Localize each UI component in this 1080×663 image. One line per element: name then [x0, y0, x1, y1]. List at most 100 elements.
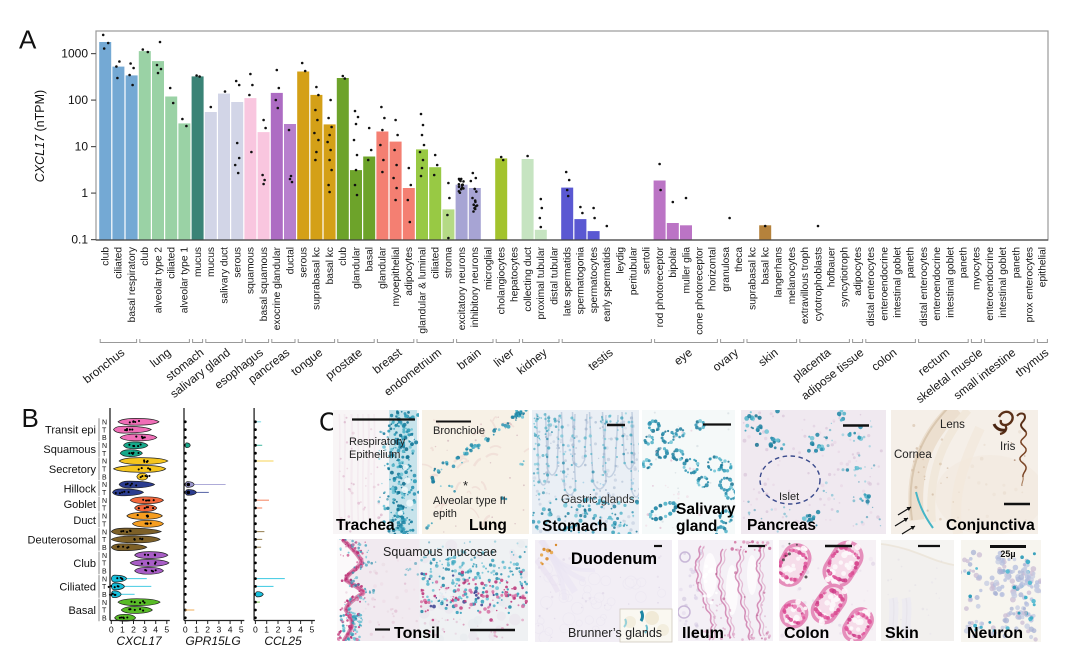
svg-text:basal squamous: basal squamous: [259, 247, 270, 321]
svg-text:Goblet: Goblet: [64, 499, 96, 511]
svg-text:Ileum: Ileum: [682, 625, 724, 642]
svg-text:ductal: ductal: [285, 247, 296, 274]
svg-text:serous: serous: [233, 247, 244, 278]
svg-text:basal kc: basal kc: [325, 247, 336, 284]
svg-text:4: 4: [298, 625, 303, 635]
svg-text:myocytes: myocytes: [972, 247, 983, 290]
svg-text:ciliated: ciliated: [167, 247, 178, 279]
svg-text:bipolar: bipolar: [668, 246, 679, 277]
svg-text:4: 4: [228, 625, 233, 635]
svg-text:adipocytes: adipocytes: [853, 247, 864, 296]
svg-text:1: 1: [120, 625, 125, 635]
svg-text:Tonsil: Tonsil: [394, 625, 440, 642]
svg-text:B: B: [102, 592, 107, 599]
svg-text:N: N: [102, 420, 107, 427]
svg-text:hepatocytes: hepatocytes: [510, 247, 521, 302]
svg-text:Ciliated: Ciliated: [59, 581, 96, 593]
svg-text:mucus: mucus: [193, 247, 204, 277]
svg-text:horizontal: horizontal: [708, 247, 719, 291]
svg-text:prox enterocytes: prox enterocytes: [1025, 247, 1036, 322]
svg-text:5: 5: [164, 625, 169, 635]
svg-text:1: 1: [194, 625, 199, 635]
svg-text:serous: serous: [299, 247, 310, 278]
svg-text:ciliated: ciliated: [431, 247, 442, 279]
svg-text:microglial: microglial: [483, 247, 494, 290]
svg-text:B: B: [22, 403, 39, 433]
svg-text:Iris: Iris: [1000, 441, 1016, 453]
svg-text:intestinal goblet: intestinal goblet: [945, 247, 956, 318]
svg-text:Hillock: Hillock: [64, 483, 97, 495]
svg-text:T: T: [102, 490, 107, 497]
svg-text:extravillous troph: extravillous troph: [800, 247, 811, 324]
svg-text:rod photoreceptor: rod photoreceptor: [655, 246, 666, 327]
svg-text:N: N: [102, 459, 107, 466]
svg-text:100: 100: [68, 93, 88, 107]
svg-text:Lens: Lens: [940, 419, 965, 431]
svg-text:Skin: Skin: [885, 625, 919, 642]
svg-text:Club: Club: [73, 558, 96, 570]
svg-text:Colon: Colon: [784, 625, 829, 642]
svg-text:Duodenum: Duodenum: [571, 550, 657, 568]
svg-text:T: T: [102, 467, 107, 474]
svg-text:syncytiotroph: syncytiotroph: [840, 247, 851, 307]
svg-text:distal enterocytes: distal enterocytes: [919, 247, 930, 326]
svg-text:club: club: [140, 247, 151, 266]
svg-text:late spermatids: late spermatids: [563, 247, 574, 316]
svg-text:1000: 1000: [61, 47, 88, 61]
svg-text:CCL25: CCL25: [264, 634, 302, 648]
svg-text:enteroendocrine: enteroendocrine: [879, 247, 890, 321]
svg-text:T: T: [102, 451, 107, 458]
svg-text:Islet: Islet: [779, 491, 799, 503]
svg-text:T: T: [102, 584, 107, 591]
svg-text:basal kc: basal kc: [761, 247, 772, 284]
svg-text:Bronchiole: Bronchiole: [433, 425, 485, 437]
svg-text:glandular: glandular: [378, 246, 389, 289]
svg-text:Deuterosomal: Deuterosomal: [28, 534, 96, 546]
svg-text:Epithelium: Epithelium: [349, 449, 400, 461]
svg-text:mucus: mucus: [206, 247, 217, 277]
svg-text:Gastric glands: Gastric glands: [561, 494, 635, 506]
svg-text:salivary duct: salivary duct: [219, 247, 230, 304]
svg-text:3: 3: [287, 625, 292, 635]
svg-text:adipocytes: adipocytes: [404, 247, 415, 296]
svg-text:muller glia: muller glia: [681, 247, 692, 294]
svg-text:ciliated: ciliated: [114, 247, 125, 279]
svg-text:excitatory neurons: excitatory neurons: [457, 247, 468, 330]
svg-text:langerhans: langerhans: [774, 247, 785, 297]
svg-text:Duct: Duct: [73, 515, 96, 527]
svg-text:granulosa: granulosa: [721, 247, 732, 292]
svg-text:Neuron: Neuron: [967, 625, 1023, 642]
svg-text:N: N: [102, 576, 107, 583]
svg-text:Pancreas: Pancreas: [747, 517, 816, 534]
svg-text:N: N: [102, 600, 107, 607]
svg-text:0: 0: [183, 625, 188, 635]
svg-text:basal: basal: [365, 247, 376, 271]
svg-text:Conjunctiva: Conjunctiva: [946, 517, 1035, 534]
svg-text:cholangiocytes: cholangiocytes: [497, 247, 508, 314]
svg-text:leydig: leydig: [615, 247, 626, 274]
svg-text:5: 5: [239, 625, 244, 635]
svg-text:5: 5: [310, 625, 315, 635]
svg-text:T: T: [102, 521, 107, 528]
svg-text:Transit epi: Transit epi: [45, 425, 96, 437]
svg-text:N: N: [102, 514, 107, 521]
svg-text:collecting duct: collecting duct: [523, 247, 534, 312]
svg-text:suprabasal kc: suprabasal kc: [312, 247, 323, 310]
svg-text:alveolar type 2: alveolar type 2: [153, 247, 164, 314]
svg-text:CXCL17: CXCL17: [116, 634, 163, 648]
svg-text:proximal tubular: proximal tubular: [536, 246, 547, 319]
svg-text:Stomach: Stomach: [542, 518, 607, 535]
svg-text:T: T: [102, 561, 107, 568]
svg-text:3: 3: [142, 625, 147, 635]
svg-text:club: club: [101, 247, 112, 266]
svg-text:Salivary: Salivary: [676, 501, 736, 518]
svg-text:*: *: [463, 478, 468, 493]
svg-text:basal respiratory: basal respiratory: [127, 246, 138, 322]
svg-text:2: 2: [205, 625, 210, 635]
svg-text:0.1: 0.1: [71, 233, 88, 247]
svg-text:B: B: [102, 569, 107, 576]
svg-text:epithelial: epithelial: [1038, 247, 1049, 287]
svg-text:0: 0: [109, 625, 114, 635]
svg-text:peritubular: peritubular: [629, 246, 640, 295]
svg-text:Secretory: Secretory: [49, 464, 97, 476]
